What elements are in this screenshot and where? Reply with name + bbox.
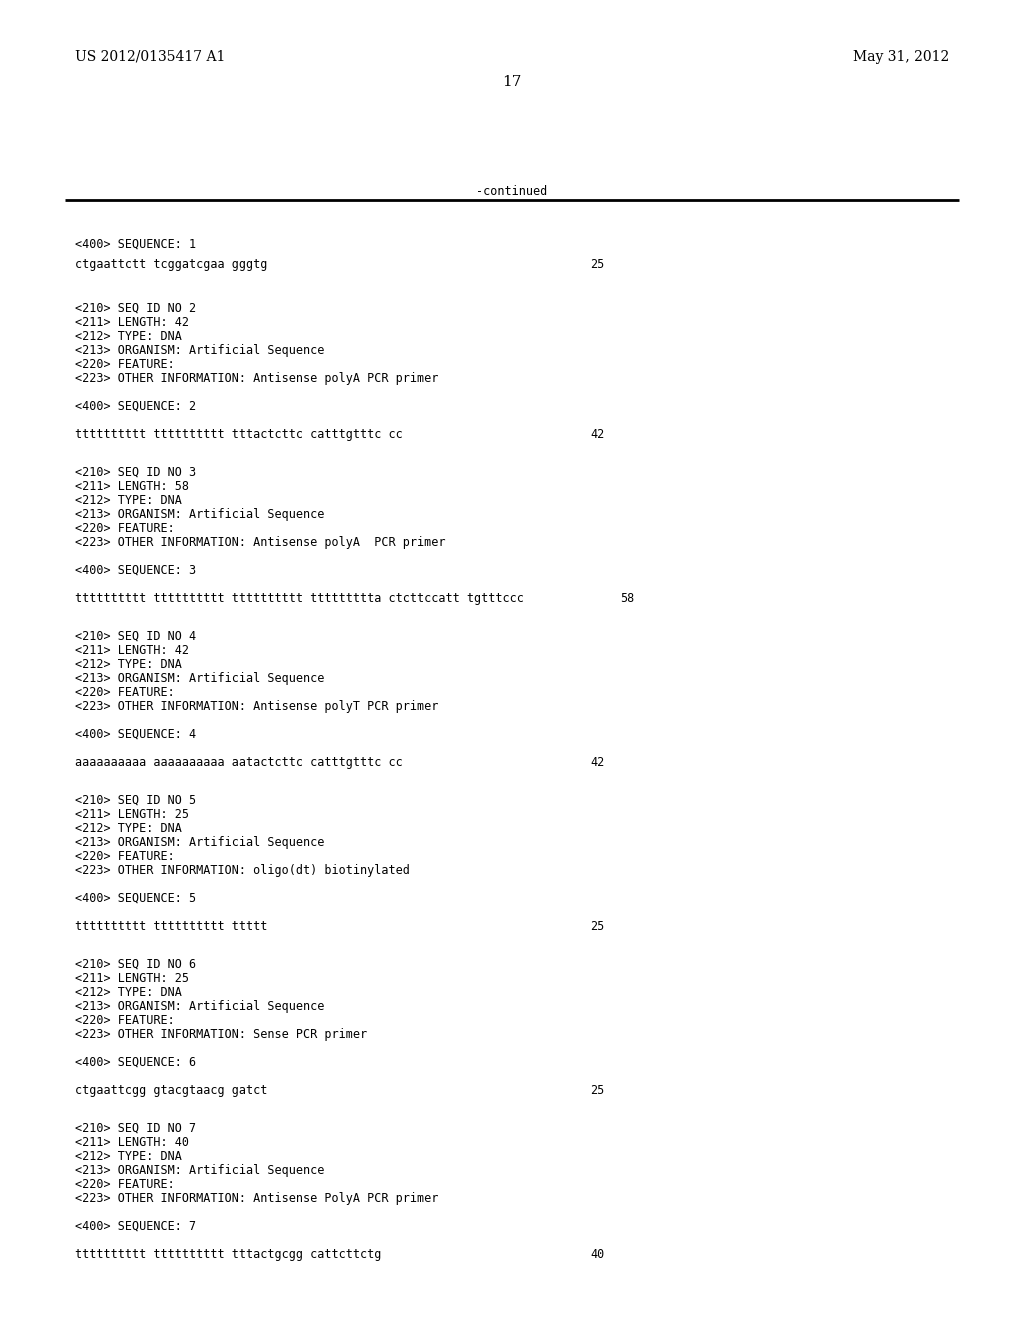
Text: 42: 42	[590, 756, 604, 770]
Text: <213> ORGANISM: Artificial Sequence: <213> ORGANISM: Artificial Sequence	[75, 836, 325, 849]
Text: <212> TYPE: DNA: <212> TYPE: DNA	[75, 822, 182, 836]
Text: <211> LENGTH: 42: <211> LENGTH: 42	[75, 315, 189, 329]
Text: <212> TYPE: DNA: <212> TYPE: DNA	[75, 986, 182, 999]
Text: ctgaattcgg gtacgtaacg gatct: ctgaattcgg gtacgtaacg gatct	[75, 1084, 267, 1097]
Text: <211> LENGTH: 40: <211> LENGTH: 40	[75, 1137, 189, 1148]
Text: <220> FEATURE:: <220> FEATURE:	[75, 1014, 175, 1027]
Text: <212> TYPE: DNA: <212> TYPE: DNA	[75, 330, 182, 343]
Text: 25: 25	[590, 257, 604, 271]
Text: <400> SEQUENCE: 2: <400> SEQUENCE: 2	[75, 400, 197, 413]
Text: <210> SEQ ID NO 4: <210> SEQ ID NO 4	[75, 630, 197, 643]
Text: May 31, 2012: May 31, 2012	[853, 50, 949, 63]
Text: <223> OTHER INFORMATION: Sense PCR primer: <223> OTHER INFORMATION: Sense PCR prime…	[75, 1028, 368, 1041]
Text: <212> TYPE: DNA: <212> TYPE: DNA	[75, 494, 182, 507]
Text: <400> SEQUENCE: 4: <400> SEQUENCE: 4	[75, 729, 197, 741]
Text: tttttttttt tttttttttt tttactcttc catttgtttc cc: tttttttttt tttttttttt tttactcttc catttgt…	[75, 428, 402, 441]
Text: <223> OTHER INFORMATION: Antisense polyA  PCR primer: <223> OTHER INFORMATION: Antisense polyA…	[75, 536, 445, 549]
Text: <213> ORGANISM: Artificial Sequence: <213> ORGANISM: Artificial Sequence	[75, 672, 325, 685]
Text: <211> LENGTH: 25: <211> LENGTH: 25	[75, 972, 189, 985]
Text: tttttttttt tttttttttt tttactgcgg cattcttctg: tttttttttt tttttttttt tttactgcgg cattctt…	[75, 1247, 381, 1261]
Text: 25: 25	[590, 1084, 604, 1097]
Text: <211> LENGTH: 42: <211> LENGTH: 42	[75, 644, 189, 657]
Text: <220> FEATURE:: <220> FEATURE:	[75, 521, 175, 535]
Text: <223> OTHER INFORMATION: Antisense PolyA PCR primer: <223> OTHER INFORMATION: Antisense PolyA…	[75, 1192, 438, 1205]
Text: <213> ORGANISM: Artificial Sequence: <213> ORGANISM: Artificial Sequence	[75, 345, 325, 356]
Text: <400> SEQUENCE: 6: <400> SEQUENCE: 6	[75, 1056, 197, 1069]
Text: <213> ORGANISM: Artificial Sequence: <213> ORGANISM: Artificial Sequence	[75, 508, 325, 521]
Text: <211> LENGTH: 58: <211> LENGTH: 58	[75, 480, 189, 492]
Text: <223> OTHER INFORMATION: Antisense polyA PCR primer: <223> OTHER INFORMATION: Antisense polyA…	[75, 372, 438, 385]
Text: <220> FEATURE:: <220> FEATURE:	[75, 850, 175, 863]
Text: ctgaattctt tcggatcgaa gggtg: ctgaattctt tcggatcgaa gggtg	[75, 257, 267, 271]
Text: -continued: -continued	[476, 185, 548, 198]
Text: <400> SEQUENCE: 1: <400> SEQUENCE: 1	[75, 238, 197, 251]
Text: tttttttttt tttttttttt tttttttttt ttttttttta ctcttccatt tgtttccc: tttttttttt tttttttttt tttttttttt ttttttt…	[75, 591, 524, 605]
Text: <210> SEQ ID NO 6: <210> SEQ ID NO 6	[75, 958, 197, 972]
Text: <210> SEQ ID NO 3: <210> SEQ ID NO 3	[75, 466, 197, 479]
Text: <210> SEQ ID NO 5: <210> SEQ ID NO 5	[75, 795, 197, 807]
Text: <211> LENGTH: 25: <211> LENGTH: 25	[75, 808, 189, 821]
Text: <210> SEQ ID NO 7: <210> SEQ ID NO 7	[75, 1122, 197, 1135]
Text: <223> OTHER INFORMATION: Antisense polyT PCR primer: <223> OTHER INFORMATION: Antisense polyT…	[75, 700, 438, 713]
Text: tttttttttt tttttttttt ttttt: tttttttttt tttttttttt ttttt	[75, 920, 267, 933]
Text: 17: 17	[503, 75, 521, 88]
Text: <212> TYPE: DNA: <212> TYPE: DNA	[75, 1150, 182, 1163]
Text: 25: 25	[590, 920, 604, 933]
Text: <223> OTHER INFORMATION: oligo(dt) biotinylated: <223> OTHER INFORMATION: oligo(dt) bioti…	[75, 865, 410, 876]
Text: <400> SEQUENCE: 7: <400> SEQUENCE: 7	[75, 1220, 197, 1233]
Text: <212> TYPE: DNA: <212> TYPE: DNA	[75, 657, 182, 671]
Text: <400> SEQUENCE: 5: <400> SEQUENCE: 5	[75, 892, 197, 906]
Text: 42: 42	[590, 428, 604, 441]
Text: 40: 40	[590, 1247, 604, 1261]
Text: US 2012/0135417 A1: US 2012/0135417 A1	[75, 50, 225, 63]
Text: <400> SEQUENCE: 3: <400> SEQUENCE: 3	[75, 564, 197, 577]
Text: <213> ORGANISM: Artificial Sequence: <213> ORGANISM: Artificial Sequence	[75, 1164, 325, 1177]
Text: 58: 58	[620, 591, 634, 605]
Text: <213> ORGANISM: Artificial Sequence: <213> ORGANISM: Artificial Sequence	[75, 1001, 325, 1012]
Text: <220> FEATURE:: <220> FEATURE:	[75, 1177, 175, 1191]
Text: <210> SEQ ID NO 2: <210> SEQ ID NO 2	[75, 302, 197, 315]
Text: <220> FEATURE:: <220> FEATURE:	[75, 686, 175, 700]
Text: <220> FEATURE:: <220> FEATURE:	[75, 358, 175, 371]
Text: aaaaaaaaaa aaaaaaaaaa aatactcttc catttgtttc cc: aaaaaaaaaa aaaaaaaaaa aatactcttc catttgt…	[75, 756, 402, 770]
